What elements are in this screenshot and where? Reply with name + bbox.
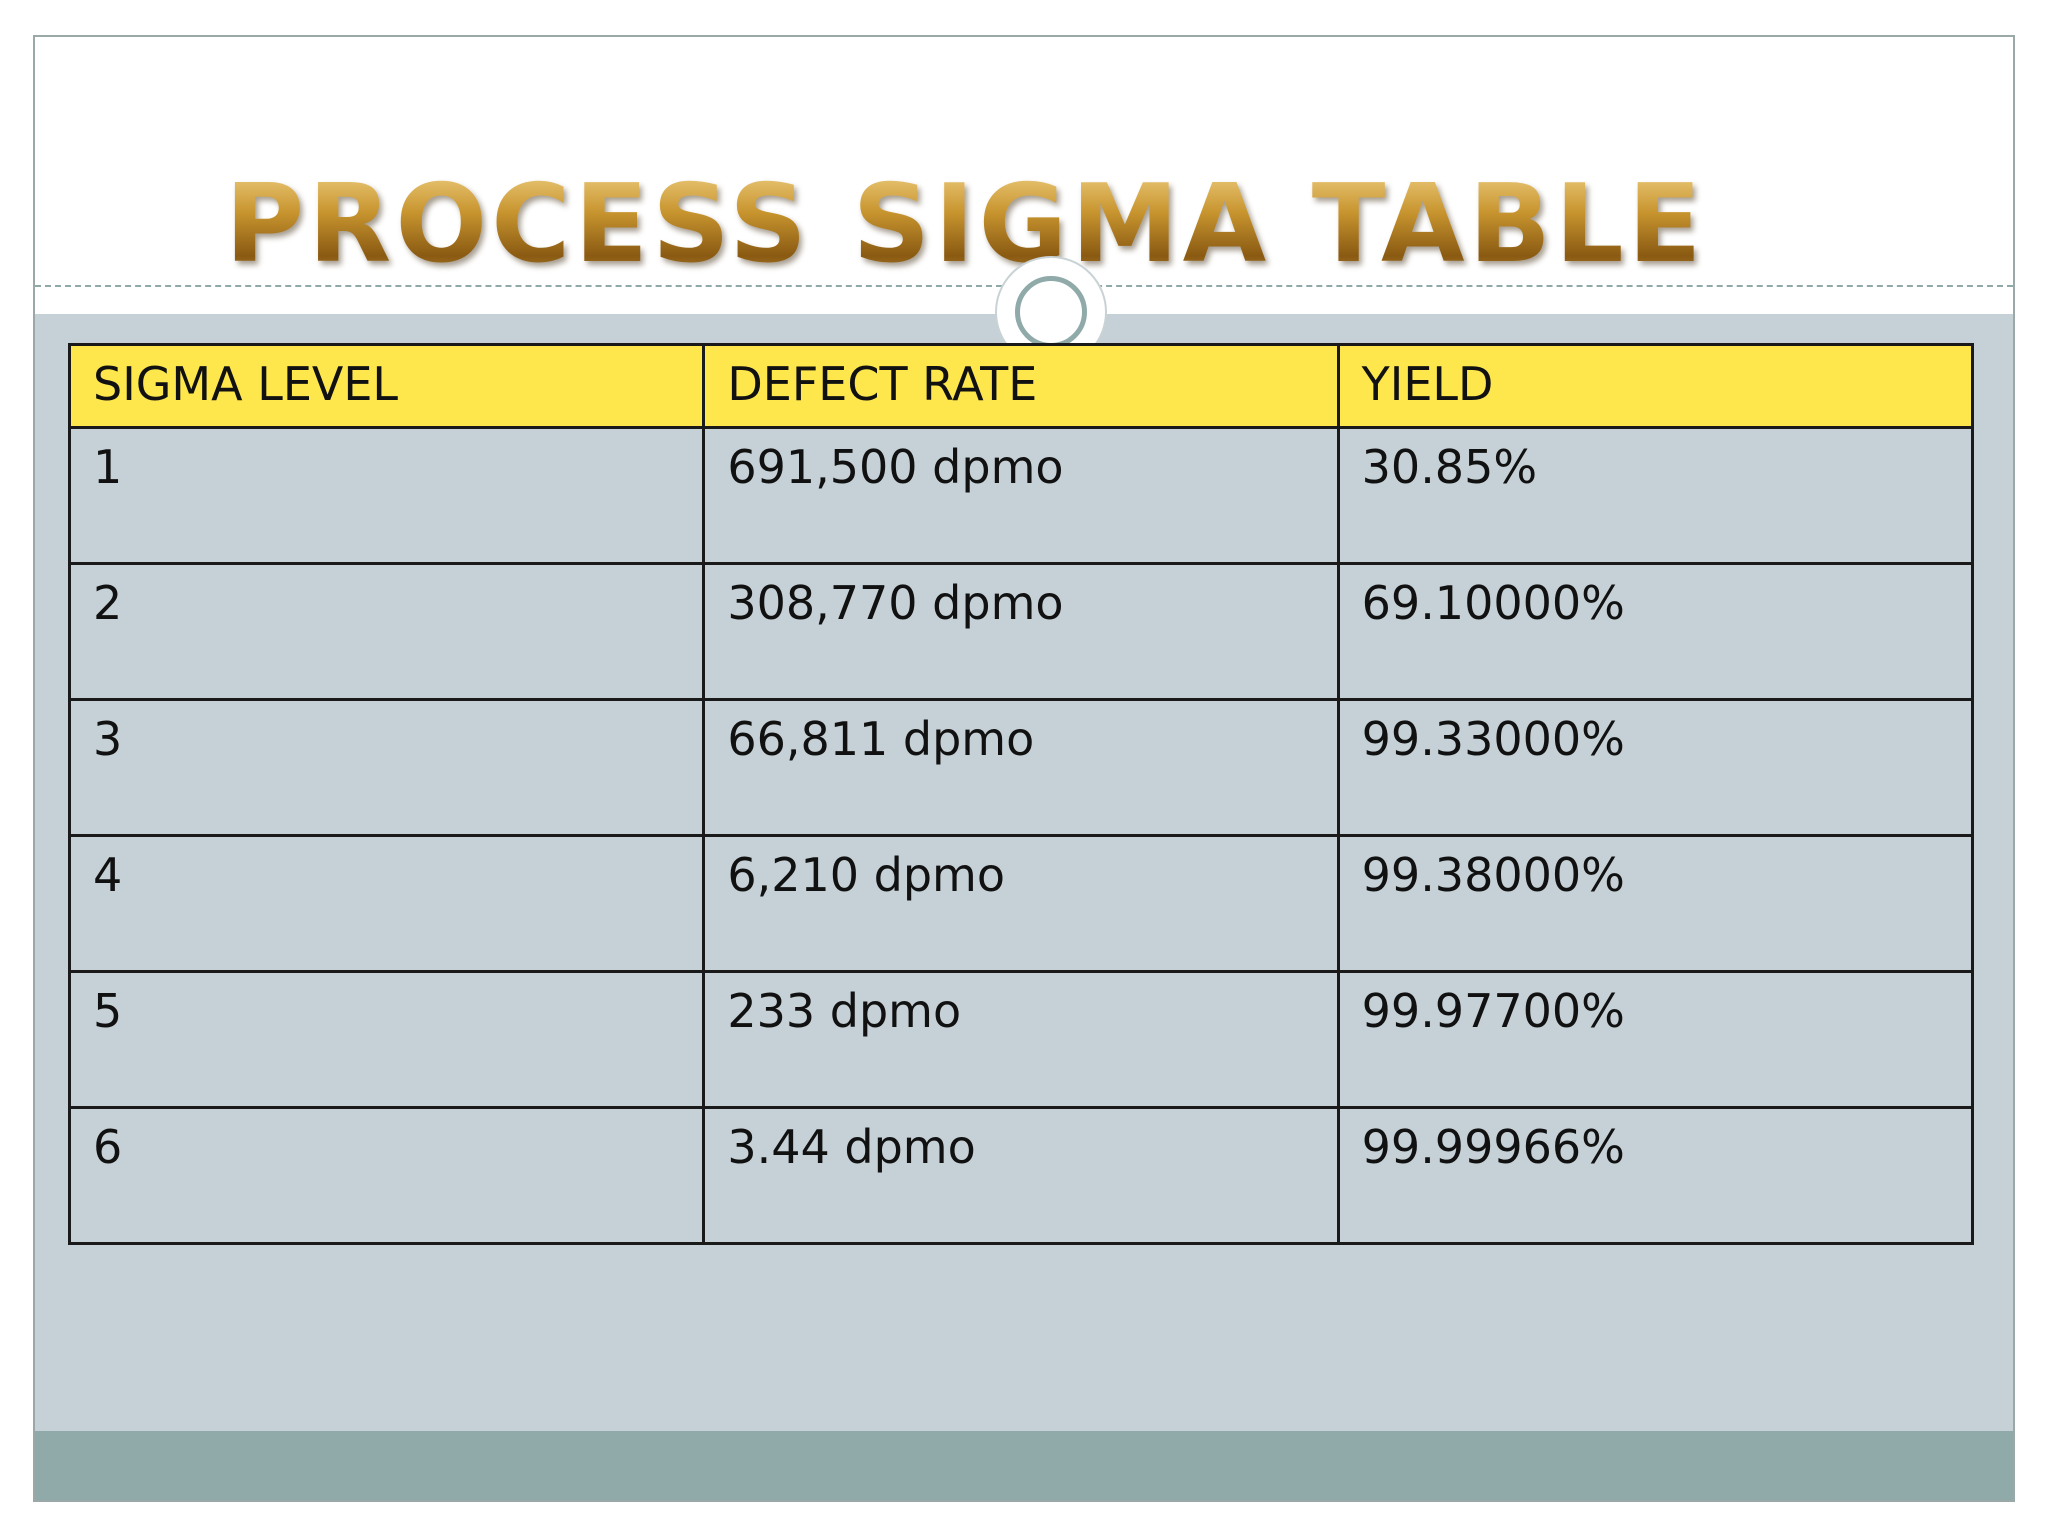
cell-yield: 30.85%	[1336, 426, 1975, 565]
cell-defect-rate: 308,770 dpmo	[702, 562, 1340, 701]
cell-defect-rate: 691,500 dpmo	[702, 426, 1340, 565]
table-row: 4 6,210 dpmo 99.38000%	[67, 834, 1975, 973]
cell-yield: 99.33000%	[1336, 698, 1975, 837]
table-row: 2 308,770 dpmo 69.10000%	[67, 562, 1975, 701]
cell-yield: 69.10000%	[1336, 562, 1975, 701]
cell-defect-rate: 66,811 dpmo	[702, 698, 1340, 837]
cell-sigma-level: 5	[67, 970, 706, 1109]
footer-band	[35, 1431, 2013, 1500]
table-row: 3 66,811 dpmo 99.33000%	[67, 698, 1975, 837]
table-row: 1 691,500 dpmo 30.85%	[67, 426, 1975, 565]
table-header-row: SIGMA LEVEL DEFECT RATE YIELD	[67, 343, 1975, 429]
header-sigma-level: SIGMA LEVEL	[67, 343, 706, 429]
cell-sigma-level: 3	[67, 698, 706, 837]
cell-sigma-level: 2	[67, 562, 706, 701]
cell-yield: 99.99966%	[1336, 1106, 1975, 1245]
table-row: 5 233 dpmo 99.97700%	[67, 970, 1975, 1109]
cell-defect-rate: 233 dpmo	[702, 970, 1340, 1109]
cell-yield: 99.97700%	[1336, 970, 1975, 1109]
header-yield: YIELD	[1336, 343, 1975, 429]
cell-sigma-level: 6	[67, 1106, 706, 1245]
process-sigma-table: SIGMA LEVEL DEFECT RATE YIELD 1 691,500 …	[67, 343, 1975, 1245]
slide: PROCESS SIGMA TABLE SIGMA LEVEL DEFECT R…	[33, 35, 2015, 1502]
cell-defect-rate: 3.44 dpmo	[702, 1106, 1340, 1245]
cell-defect-rate: 6,210 dpmo	[702, 834, 1340, 973]
slide-title: PROCESS SIGMA TABLE	[225, 162, 1706, 287]
cell-yield: 99.38000%	[1336, 834, 1975, 973]
cell-sigma-level: 1	[67, 426, 706, 565]
cell-sigma-level: 4	[67, 834, 706, 973]
table-row: 6 3.44 dpmo 99.99966%	[67, 1106, 1975, 1245]
header-defect-rate: DEFECT RATE	[702, 343, 1340, 429]
